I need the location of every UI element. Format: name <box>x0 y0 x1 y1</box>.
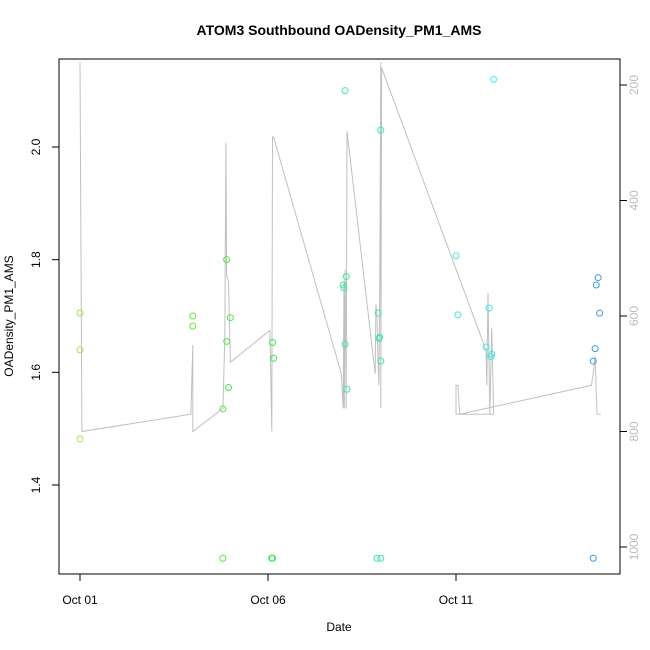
x-axis-label: Date <box>326 620 352 634</box>
data-point-25 <box>376 333 384 341</box>
data-point-8 <box>223 337 231 345</box>
data-point-38 <box>592 281 600 289</box>
data-point-27 <box>377 126 385 134</box>
data-point-6 <box>219 405 227 413</box>
data-point-40 <box>596 309 604 317</box>
data-point-15 <box>339 281 347 289</box>
data-point-16 <box>340 284 348 292</box>
y-tick-label-1: 1.6 <box>29 364 43 381</box>
data-point-22 <box>377 554 385 562</box>
data-point-33 <box>488 350 496 358</box>
data-point-37 <box>591 345 599 353</box>
x-axis: Oct 01 Oct 06 Oct 11 <box>62 573 474 607</box>
data-point-7 <box>223 256 231 264</box>
data-point-5 <box>219 554 227 562</box>
data-point-23 <box>374 309 382 317</box>
x-tick-label-0: Oct 01 <box>62 593 98 607</box>
data-point-36 <box>589 357 597 365</box>
data-point-35 <box>589 554 597 562</box>
data-point-30 <box>482 343 490 351</box>
y2-tick-label-3: 800 <box>627 421 641 441</box>
secondary-y-axis: 200 400 600 800 1000 <box>619 75 641 560</box>
data-point-29 <box>454 311 462 319</box>
y2-tick-label-2: 600 <box>627 306 641 326</box>
altitude-line-layer <box>79 61 601 433</box>
y-axis: 1.4 1.6 1.8 2.0 <box>29 138 60 493</box>
altitude-line <box>79 61 601 433</box>
data-point-9 <box>225 384 233 392</box>
data-point-28 <box>452 252 460 260</box>
y-tick-label-0: 1.4 <box>29 476 43 493</box>
data-point-3 <box>189 312 197 320</box>
data-point-24 <box>375 335 383 343</box>
data-point-0 <box>76 309 84 317</box>
data-point-21 <box>373 554 381 562</box>
x-tick-label-1: Oct 06 <box>250 593 286 607</box>
plot-frame <box>58 58 621 575</box>
data-point-12 <box>269 554 277 562</box>
data-point-34 <box>490 75 498 83</box>
data-point-1 <box>76 346 84 354</box>
data-point-26 <box>377 357 385 365</box>
data-point-18 <box>342 273 350 281</box>
data-point-13 <box>269 338 277 346</box>
y-axis-label: OADensity_PM1_AMS <box>2 255 16 376</box>
y-tick-label-3: 2.0 <box>29 138 43 155</box>
data-point-39 <box>594 274 602 282</box>
y2-tick-label-1: 400 <box>627 190 641 210</box>
chart-title: ATOM3 Southbound OADensity_PM1_AMS <box>197 22 482 38</box>
data-points-layer <box>76 75 604 562</box>
data-point-14 <box>270 354 278 362</box>
y2-tick-label-0: 200 <box>627 75 641 95</box>
data-point-20 <box>341 87 349 95</box>
data-point-10 <box>226 314 234 322</box>
y-tick-label-2: 1.8 <box>29 251 43 268</box>
data-point-19 <box>343 385 351 393</box>
data-point-4 <box>189 322 197 330</box>
data-point-2 <box>76 435 84 443</box>
data-point-17 <box>341 340 349 348</box>
data-point-31 <box>485 304 493 312</box>
x-tick-label-2: Oct 11 <box>439 593 474 607</box>
y2-tick-label-4: 1000 <box>627 533 641 560</box>
